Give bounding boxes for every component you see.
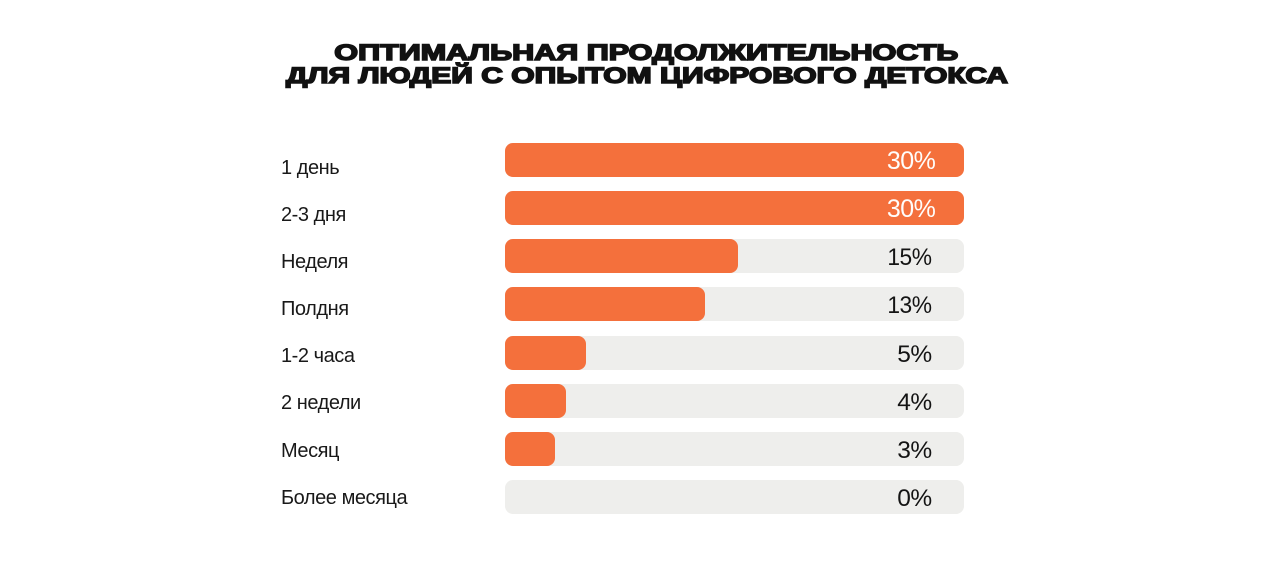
svg-text:ДЛЯ ЛЮДЕЙ С ОПЫТОМ ЦИФРОВОГО Д: ДЛЯ ЛЮДЕЙ С ОПЫТОМ ЦИФРОВОГО ДЕТОКСА [286, 63, 1008, 88]
svg-text:ОПТИМАЛЬНАЯ ПРОДОЛЖИТЕЛЬНОСТЬ: ОПТИМАЛЬНАЯ ПРОДОЛЖИТЕЛЬНОСТЬ [334, 40, 958, 65]
